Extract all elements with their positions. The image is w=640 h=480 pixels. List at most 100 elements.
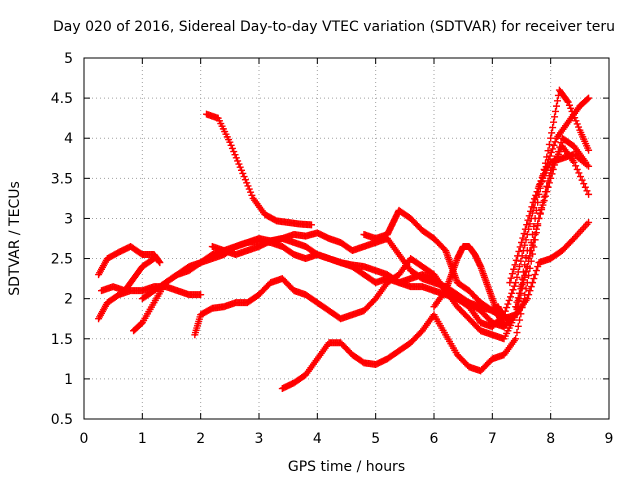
series-s2 bbox=[95, 243, 164, 279]
data-point bbox=[521, 291, 529, 299]
data-series bbox=[95, 86, 593, 393]
data-point bbox=[552, 107, 560, 115]
data-point bbox=[156, 259, 164, 267]
data-point bbox=[548, 129, 556, 137]
data-point bbox=[521, 225, 529, 233]
data-point bbox=[308, 221, 315, 229]
data-point bbox=[518, 304, 526, 312]
x-tick-label: 7 bbox=[488, 431, 497, 447]
data-point bbox=[551, 138, 559, 146]
data-point bbox=[241, 176, 249, 184]
data-point bbox=[527, 283, 535, 291]
data-point bbox=[245, 185, 253, 193]
data-point bbox=[523, 279, 531, 287]
data-point bbox=[585, 146, 593, 154]
data-point bbox=[512, 256, 520, 264]
data-point bbox=[526, 220, 534, 228]
data-point bbox=[553, 152, 561, 160]
data-point bbox=[585, 190, 593, 198]
y-tick-label: 1 bbox=[64, 372, 73, 388]
x-tick-label: 0 bbox=[80, 431, 89, 447]
series-s11 bbox=[430, 243, 508, 331]
series-s7 bbox=[191, 247, 531, 343]
data-point bbox=[522, 267, 530, 275]
data-point bbox=[518, 239, 525, 247]
data-point bbox=[532, 191, 540, 199]
data-point bbox=[511, 261, 519, 269]
data-point bbox=[554, 148, 562, 156]
data-point bbox=[541, 192, 549, 200]
data-point bbox=[516, 316, 524, 324]
data-point bbox=[557, 139, 565, 147]
data-point bbox=[576, 173, 584, 181]
data-point bbox=[533, 188, 541, 196]
data-point bbox=[526, 287, 534, 295]
data-point bbox=[585, 218, 593, 226]
data-point bbox=[580, 180, 588, 188]
data-point bbox=[248, 191, 256, 199]
data-point bbox=[510, 282, 518, 290]
data-point bbox=[556, 143, 564, 151]
series-s13 bbox=[512, 134, 590, 311]
data-point bbox=[534, 263, 542, 271]
data-point bbox=[228, 144, 236, 152]
data-point bbox=[197, 291, 205, 299]
data-point bbox=[523, 230, 531, 238]
data-point bbox=[567, 104, 575, 112]
data-point bbox=[537, 177, 545, 185]
data-point bbox=[575, 169, 583, 177]
data-point bbox=[525, 212, 533, 220]
x-tick-label: 6 bbox=[430, 431, 439, 447]
x-tick-label: 4 bbox=[313, 431, 322, 447]
data-point bbox=[527, 207, 535, 215]
data-point bbox=[526, 252, 534, 260]
data-point bbox=[523, 221, 531, 229]
data-point bbox=[582, 158, 590, 166]
data-point bbox=[517, 310, 525, 318]
series-s10 bbox=[360, 206, 508, 323]
y-tick-label: 2 bbox=[64, 292, 73, 308]
y-tick-label: 2.5 bbox=[51, 252, 73, 268]
data-point bbox=[510, 265, 518, 273]
series-s1 bbox=[203, 110, 315, 229]
data-point bbox=[549, 145, 557, 153]
data-point bbox=[565, 101, 573, 109]
data-point bbox=[538, 206, 546, 214]
data-point bbox=[234, 157, 242, 165]
data-point bbox=[550, 141, 558, 149]
data-point bbox=[512, 303, 520, 311]
data-point bbox=[519, 234, 527, 242]
data-point bbox=[549, 165, 557, 173]
data-point bbox=[570, 158, 578, 166]
data-point bbox=[527, 247, 535, 255]
data-point bbox=[517, 285, 525, 293]
data-point bbox=[239, 169, 247, 177]
data-point bbox=[517, 257, 525, 265]
data-point bbox=[530, 275, 538, 283]
y-tick-labels: 0.5 1 1.5 2 2.5 3 3.5 4 4.5 5 bbox=[51, 51, 73, 428]
data-point bbox=[504, 300, 512, 308]
data-point bbox=[235, 160, 243, 168]
data-point bbox=[516, 289, 524, 297]
data-point bbox=[500, 323, 508, 331]
data-point bbox=[513, 329, 521, 337]
data-point bbox=[512, 279, 520, 287]
data-point bbox=[515, 247, 523, 255]
data-point bbox=[531, 271, 539, 279]
data-point bbox=[247, 188, 255, 196]
data-point bbox=[535, 214, 543, 222]
x-tick-label: 3 bbox=[255, 431, 264, 447]
data-point bbox=[523, 295, 531, 303]
data-point bbox=[238, 166, 245, 174]
data-point bbox=[149, 255, 157, 263]
data-point bbox=[226, 138, 234, 146]
data-point bbox=[540, 170, 548, 178]
data-point bbox=[516, 263, 524, 271]
chart-title: Day 020 of 2016, Sidereal Day-to-day VTE… bbox=[53, 19, 615, 35]
data-point bbox=[549, 124, 557, 132]
y-tick-label: 3 bbox=[64, 211, 73, 227]
data-point bbox=[227, 141, 235, 149]
data-point bbox=[539, 201, 547, 209]
data-point bbox=[585, 94, 593, 102]
